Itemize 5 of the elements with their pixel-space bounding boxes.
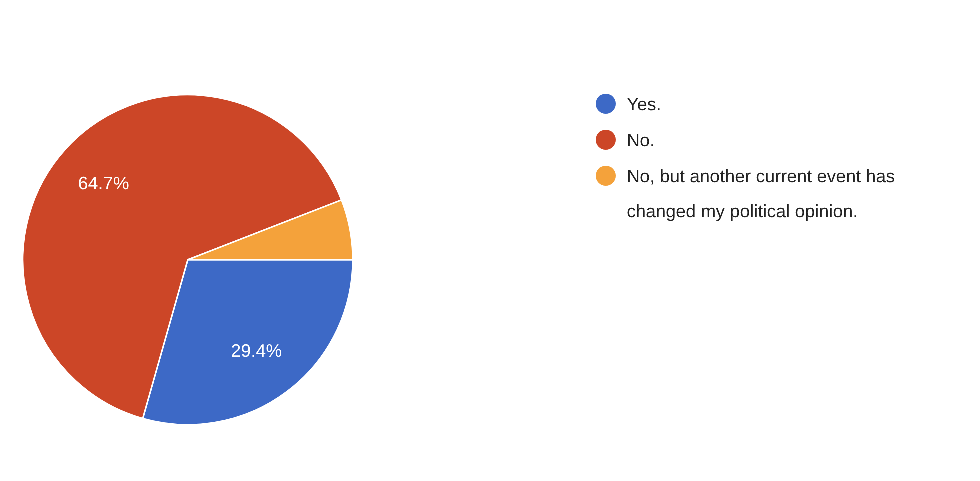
data-label: 29.4%: [231, 341, 282, 362]
legend-label: No, but another current event has changed my political opinion.: [627, 166, 896, 222]
legend-label: Yes.: [627, 94, 662, 114]
data-label: 64.7%: [78, 174, 130, 194]
legend-label: No.: [627, 130, 656, 150]
